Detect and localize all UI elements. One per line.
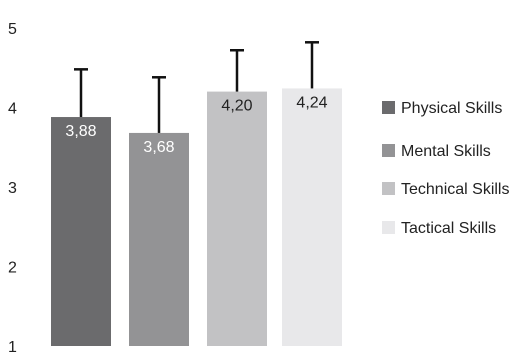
bar-technical xyxy=(207,91,267,346)
y-axis: 1 2 3 4 5 xyxy=(8,21,17,356)
legend-swatch-mental xyxy=(382,144,395,157)
legend-swatch-physical xyxy=(382,101,395,114)
y-tick-label: 1 xyxy=(8,339,17,356)
legend-label-tactical: Tactical Skills xyxy=(401,220,496,237)
bars xyxy=(51,88,342,347)
bar-tactical xyxy=(282,88,342,347)
legend-swatch-technical xyxy=(382,182,395,195)
y-tick-label: 4 xyxy=(8,101,17,118)
legend-label-physical: Physical Skills xyxy=(401,100,502,117)
legend-swatch-tactical xyxy=(382,221,395,234)
bar-mental xyxy=(129,132,189,346)
legend-label-technical: Technical Skills xyxy=(401,181,509,198)
legend: Physical Skills Mental Skills Technical … xyxy=(382,100,509,237)
y-tick-label: 5 xyxy=(8,21,17,38)
legend-label-mental: Mental Skills xyxy=(401,143,491,160)
bar-physical xyxy=(51,117,111,346)
y-tick-label: 3 xyxy=(8,180,17,197)
data-labels: 3,88 3,68 4,20 4,24 xyxy=(65,94,327,156)
data-label-mental: 3,68 xyxy=(143,139,174,156)
error-bars xyxy=(74,41,319,133)
data-label-tactical: 4,24 xyxy=(296,94,327,111)
y-tick-label: 2 xyxy=(8,260,17,277)
data-label-physical: 3,88 xyxy=(65,123,96,140)
data-label-technical: 4,20 xyxy=(221,98,252,115)
